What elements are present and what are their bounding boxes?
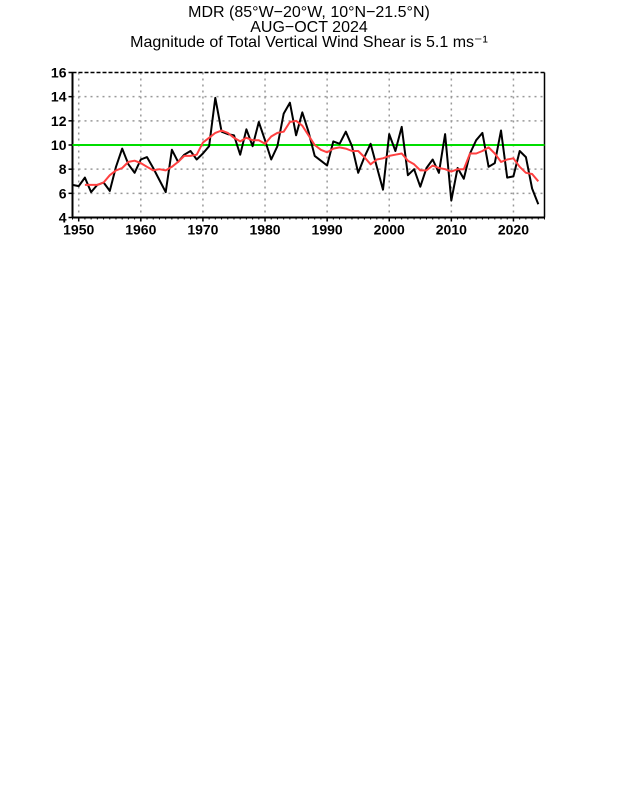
y-tick-label: 14 xyxy=(51,89,67,105)
y-tick-label: 10 xyxy=(51,137,67,153)
y-tick-label: 8 xyxy=(59,161,67,177)
chart-subtitle: AUG−OCT 2024 xyxy=(250,19,368,36)
smoothed-series-line xyxy=(84,119,540,186)
x-tick-label: 1980 xyxy=(249,222,280,238)
y-tick-label: 4 xyxy=(59,210,67,226)
x-tick-label: 2000 xyxy=(374,222,405,238)
x-tick-label: 2020 xyxy=(498,222,529,238)
x-tick-label: 1990 xyxy=(312,222,343,238)
x-tick-label: 1960 xyxy=(125,222,156,238)
x-tick-label: 1950 xyxy=(63,222,94,238)
annual-series-line xyxy=(72,96,540,205)
y-tick-label: 16 xyxy=(51,65,67,81)
x-tick-label: 2010 xyxy=(436,222,467,238)
y-tick-label: 12 xyxy=(51,113,67,129)
chart-title: MDR (85°W−20°W, 10°N−21.5°N) xyxy=(188,4,430,21)
x-tick-label: 1970 xyxy=(187,222,218,238)
y-tick-label: 6 xyxy=(59,185,67,201)
chart-subtitle-2: Magnitude of Total Vertical Wind Shear i… xyxy=(130,34,488,51)
